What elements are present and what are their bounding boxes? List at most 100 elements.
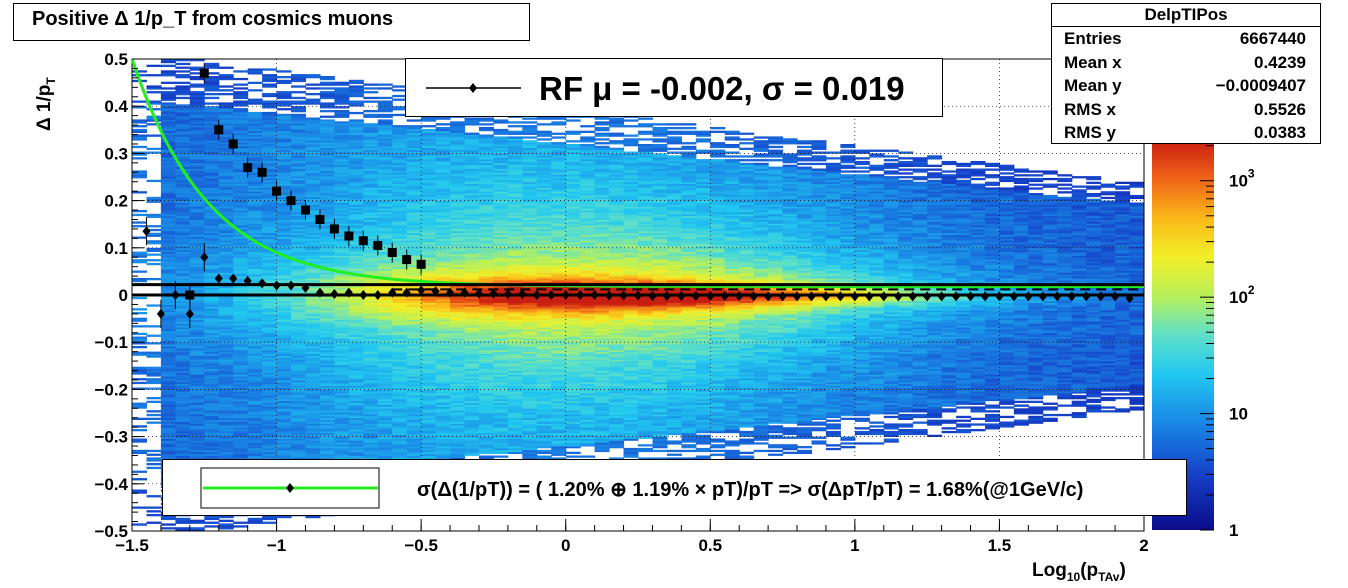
heatmap-cell	[218, 327, 234, 330]
heatmap-cell	[233, 113, 249, 117]
heatmap-cell	[160, 268, 176, 271]
heatmap-cell	[262, 119, 278, 122]
heatmap-cell	[262, 176, 278, 179]
heatmap-cell	[175, 196, 191, 200]
heatmap-cell	[233, 415, 249, 419]
heatmap-cell	[160, 304, 176, 307]
heatmap-cell	[218, 268, 234, 271]
heatmap-cell	[160, 289, 176, 292]
heatmap-cell	[146, 179, 162, 183]
heatmap-cell	[160, 425, 176, 428]
heatmap-cell	[276, 76, 292, 79]
heatmap-cell	[204, 174, 220, 177]
heatmap-cell	[247, 145, 263, 149]
heatmap-cell	[262, 221, 278, 224]
heatmap-cell	[262, 317, 278, 320]
heatmap-cell	[146, 325, 162, 328]
heatmap-cell	[146, 85, 162, 88]
heatmap-cell	[160, 398, 176, 402]
heatmap-cell	[132, 478, 147, 481]
heatmap-cell	[160, 232, 176, 235]
heatmap-cell	[276, 334, 292, 337]
heatmap-cell	[233, 393, 249, 396]
heatmap-cell	[233, 200, 249, 203]
heatmap-cell	[247, 174, 263, 177]
heatmap-cell	[175, 349, 191, 353]
heatmap-cell	[189, 444, 205, 447]
heatmap-cell	[175, 130, 191, 133]
heatmap-cell	[189, 323, 205, 326]
heatmap-cell	[189, 404, 205, 407]
heatmap-cell	[233, 521, 249, 524]
heatmap-cell	[276, 453, 292, 456]
heatmap-cell	[262, 370, 278, 373]
heatmap-cell	[160, 196, 176, 200]
heatmap-cell	[204, 132, 220, 135]
heatmap-cell	[276, 361, 292, 364]
heatmap-cell	[233, 315, 249, 319]
heatmap-cell	[262, 380, 278, 383]
heatmap-cell	[189, 193, 205, 196]
heatmap-cell	[160, 249, 176, 252]
heatmap-cell	[262, 415, 278, 419]
heatmap-cell	[247, 98, 263, 101]
heatmap-cell	[291, 106, 306, 109]
heatmap-cell	[262, 351, 278, 354]
heatmap-cell	[189, 529, 205, 532]
heatmap-cell	[189, 351, 205, 354]
heatmap-cell	[175, 438, 191, 441]
heatmap-cell	[132, 336, 147, 339]
heatmap-cell	[247, 234, 263, 237]
heatmap-cell	[276, 204, 292, 207]
heatmap-cell	[218, 370, 234, 373]
heatmap-cell	[247, 213, 263, 217]
heatmap-cell	[276, 264, 292, 268]
heatmap-cell	[132, 225, 147, 228]
heatmap-cell	[189, 287, 205, 290]
heatmap-cell	[160, 391, 176, 394]
heatmap-cell	[189, 155, 205, 158]
heatmap-cell	[247, 432, 263, 436]
heatmap-cell	[218, 202, 234, 205]
heatmap-cell	[204, 185, 220, 188]
heatmap-cell	[175, 446, 191, 449]
heatmap-cell	[218, 255, 234, 258]
heatmap-cell	[233, 266, 249, 269]
heatmap-cell	[262, 266, 278, 269]
heatmap-cell	[218, 134, 234, 137]
heatmap-cell	[189, 432, 205, 436]
heatmap-cell	[247, 176, 263, 179]
heatmap-cell	[276, 395, 292, 398]
heatmap-cell	[247, 187, 263, 190]
heatmap-cell	[262, 106, 278, 109]
heatmap-cell	[189, 306, 205, 309]
heatmap-cell	[233, 300, 249, 303]
heatmap-cell	[247, 217, 263, 220]
heatmap-cell	[160, 317, 176, 320]
heatmap-cell	[160, 385, 176, 388]
heatmap-cell	[204, 227, 220, 230]
heatmap-cell	[204, 147, 220, 150]
heatmap-cell	[233, 310, 249, 313]
heatmap-cell	[204, 191, 220, 194]
heatmap-cell	[291, 100, 306, 103]
heatmap-cell	[132, 136, 147, 139]
heatmap-cell	[175, 93, 191, 96]
heatmap-cell	[204, 449, 220, 453]
heatmap-cell	[276, 413, 292, 417]
heatmap-cell	[233, 251, 249, 254]
heatmap-cell	[204, 417, 220, 420]
heatmap-cell	[189, 264, 205, 268]
heatmap-cell	[262, 349, 278, 353]
heatmap-cell	[247, 236, 263, 239]
heatmap-cell	[247, 274, 263, 277]
heatmap-cell	[189, 342, 205, 345]
heatmap-cell	[160, 359, 176, 362]
heatmap-cell	[262, 253, 278, 256]
heatmap-cell	[189, 91, 205, 94]
heatmap-cell	[204, 321, 220, 324]
heatmap-cell	[233, 302, 249, 305]
heatmap-cell	[189, 308, 205, 311]
heatmap-cell	[204, 232, 220, 235]
heatmap-cell	[233, 189, 249, 192]
